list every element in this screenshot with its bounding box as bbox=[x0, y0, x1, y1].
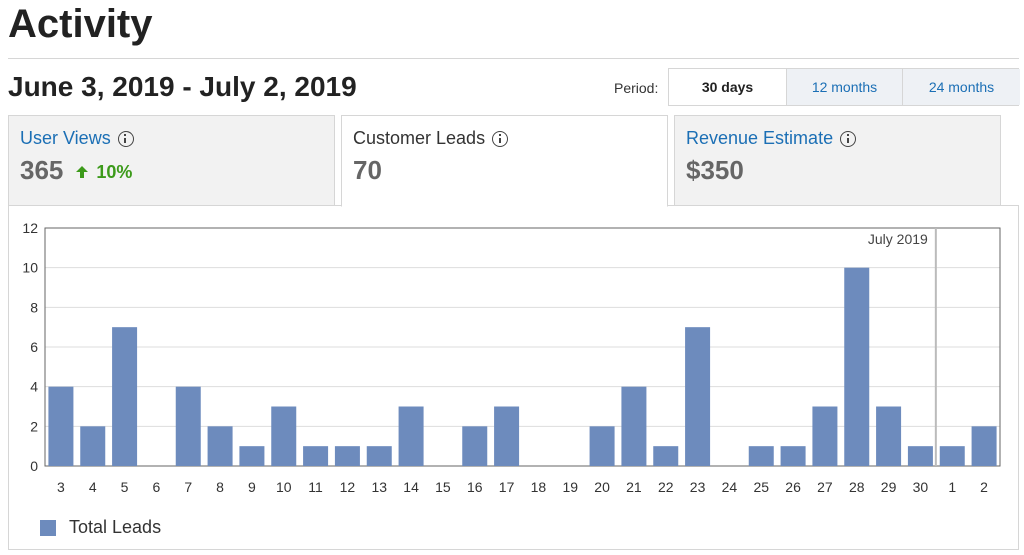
bar bbox=[812, 406, 838, 466]
date-range: June 3, 2019 - July 2, 2019 bbox=[8, 71, 357, 102]
annotation-label: July 2019 bbox=[868, 231, 928, 247]
plot-frame bbox=[44, 227, 1001, 467]
user-views-label-row: User Views bbox=[20, 128, 323, 149]
x-tick-label: 12 bbox=[340, 479, 356, 495]
user-views-value: 365 bbox=[20, 155, 64, 185]
tab-revenue-estimate[interactable]: Revenue Estimate $350 bbox=[674, 115, 1001, 206]
x-tick-label: 24 bbox=[722, 479, 738, 495]
bar bbox=[685, 327, 711, 466]
x-tick-label: 7 bbox=[184, 479, 192, 495]
user-views-change-value: 10% bbox=[96, 161, 133, 182]
y-tick-label: 12 bbox=[22, 220, 38, 236]
revenue-estimate-value: $350 bbox=[686, 155, 744, 185]
bar bbox=[780, 446, 806, 466]
x-tick-label: 21 bbox=[626, 479, 642, 495]
customer-leads-label-row: Customer Leads bbox=[353, 128, 656, 149]
bar bbox=[175, 386, 201, 466]
x-tick-label: 2 bbox=[980, 479, 988, 495]
period-12-months-button[interactable]: 12 months bbox=[786, 69, 902, 105]
arrow-up-icon bbox=[76, 166, 89, 178]
x-tick-label: 10 bbox=[276, 479, 292, 495]
bar bbox=[80, 426, 106, 466]
x-tick-label: 1 bbox=[948, 479, 956, 495]
bar bbox=[844, 267, 870, 466]
bar bbox=[971, 426, 997, 466]
bar bbox=[303, 446, 329, 466]
bar bbox=[366, 446, 392, 466]
bar bbox=[207, 426, 233, 466]
y-tick-label: 2 bbox=[30, 418, 38, 434]
info-icon[interactable] bbox=[840, 130, 857, 147]
info-icon[interactable] bbox=[117, 130, 134, 147]
user-views-change: 10% bbox=[75, 162, 132, 183]
x-tick-label: 19 bbox=[562, 479, 578, 495]
revenue-estimate-label-row: Revenue Estimate bbox=[686, 128, 989, 149]
customer-leads-value-row: 70 bbox=[353, 155, 656, 186]
x-tick-label: 17 bbox=[499, 479, 515, 495]
bar bbox=[48, 386, 74, 466]
user-views-value-row: 365 10% bbox=[20, 155, 323, 186]
bar bbox=[589, 426, 615, 466]
bar bbox=[398, 406, 424, 466]
period-24-months-button[interactable]: 24 months bbox=[902, 69, 1020, 105]
x-tick-label: 14 bbox=[403, 479, 419, 495]
bar bbox=[748, 446, 774, 466]
period-selector: 30 days 12 months 24 months bbox=[668, 68, 1020, 106]
period-label: Period: bbox=[614, 80, 659, 96]
x-tick-label: 11 bbox=[308, 479, 323, 495]
x-tick-label: 3 bbox=[57, 479, 65, 495]
bar bbox=[653, 446, 679, 466]
x-tick-label: 26 bbox=[785, 479, 801, 495]
x-tick-label: 23 bbox=[690, 479, 706, 495]
tab-user-views[interactable]: User Views 365 10% bbox=[8, 115, 335, 206]
x-tick-label: 25 bbox=[753, 479, 769, 495]
revenue-estimate-label: Revenue Estimate bbox=[686, 128, 834, 148]
period-30-days-button[interactable]: 30 days bbox=[669, 69, 786, 105]
x-tick-label: 16 bbox=[467, 479, 483, 495]
y-tick-label: 10 bbox=[22, 260, 38, 276]
legend-label: Total Leads bbox=[69, 517, 162, 537]
bar bbox=[494, 406, 520, 466]
x-tick-label: 6 bbox=[153, 479, 161, 495]
x-tick-label: 20 bbox=[594, 479, 610, 495]
user-views-label: User Views bbox=[20, 128, 111, 148]
x-tick-label: 9 bbox=[248, 479, 256, 495]
bar bbox=[907, 446, 933, 466]
legend-swatch bbox=[40, 519, 56, 536]
info-icon[interactable] bbox=[492, 130, 509, 147]
chart-legend: Total Leads bbox=[40, 517, 161, 538]
bar bbox=[939, 446, 965, 466]
bar bbox=[876, 406, 902, 466]
revenue-estimate-value-row: $350 bbox=[686, 155, 989, 186]
y-tick-label: 6 bbox=[30, 339, 38, 355]
x-tick-label: 22 bbox=[658, 479, 674, 495]
bar bbox=[112, 327, 138, 466]
x-tick-label: 29 bbox=[881, 479, 897, 495]
x-tick-label: 30 bbox=[913, 479, 929, 495]
x-tick-label: 15 bbox=[435, 479, 451, 495]
bar bbox=[334, 446, 360, 466]
customer-leads-value: 70 bbox=[353, 155, 382, 185]
bar bbox=[271, 406, 297, 466]
y-tick-label: 0 bbox=[30, 458, 38, 474]
x-tick-label: 5 bbox=[121, 479, 129, 495]
x-tick-label: 27 bbox=[817, 479, 833, 495]
x-tick-label: 28 bbox=[849, 479, 865, 495]
x-tick-label: 4 bbox=[89, 479, 97, 495]
customer-leads-label: Customer Leads bbox=[353, 128, 486, 148]
title-divider bbox=[8, 58, 1019, 59]
page-title: Activity bbox=[8, 2, 153, 46]
x-tick-label: 13 bbox=[371, 479, 387, 495]
bar bbox=[621, 386, 647, 466]
x-tick-label: 18 bbox=[531, 479, 547, 495]
y-tick-label: 8 bbox=[30, 299, 38, 315]
tab-customer-leads[interactable]: Customer Leads 70 bbox=[341, 115, 668, 207]
bar bbox=[462, 426, 488, 466]
x-tick-label: 8 bbox=[216, 479, 224, 495]
y-tick-label: 4 bbox=[30, 379, 38, 395]
bar bbox=[239, 446, 265, 466]
